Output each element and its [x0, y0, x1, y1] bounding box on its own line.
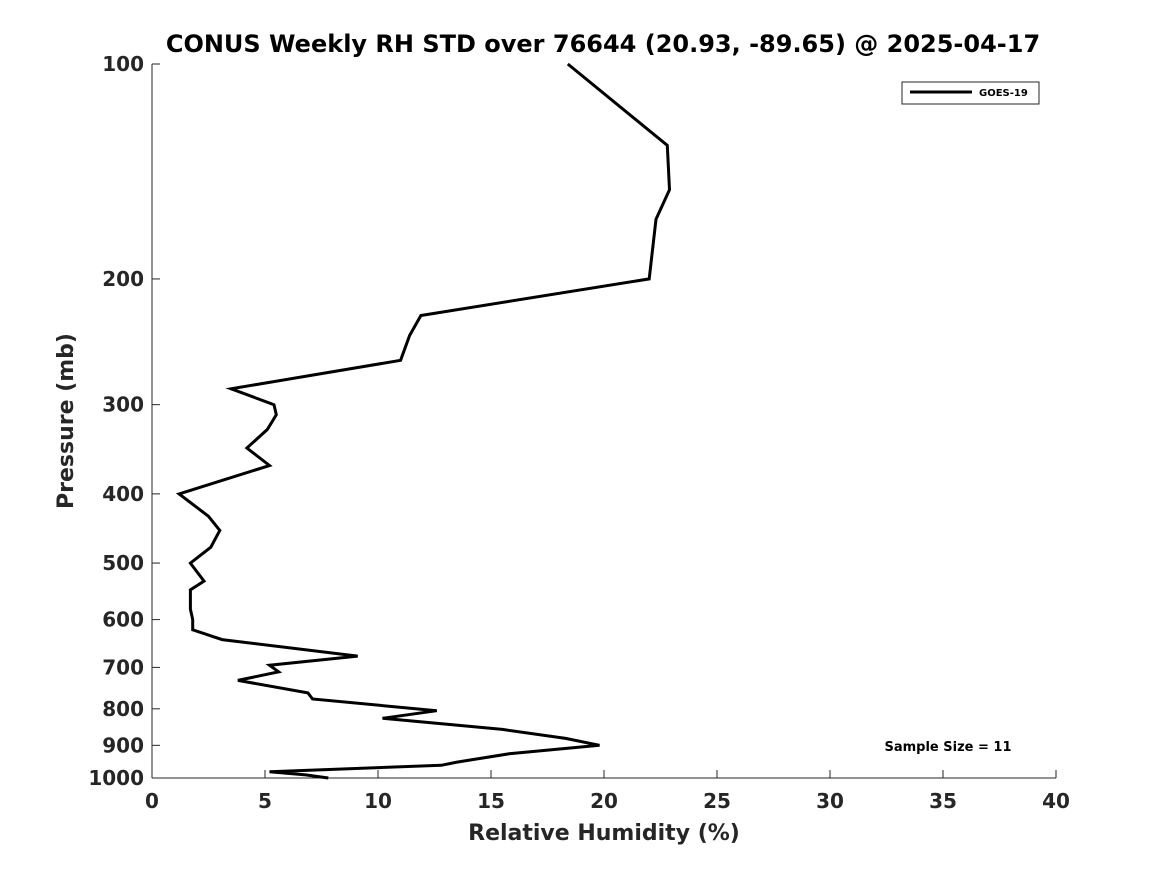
y-tick-label: 300: [102, 393, 144, 417]
sample-size-annotation: Sample Size = 11: [884, 740, 1011, 755]
x-tick-label: 10: [364, 789, 392, 813]
chart-title: CONUS Weekly RH STD over 76644 (20.93, -…: [166, 30, 1040, 58]
x-axis-label: Relative Humidity (%): [468, 821, 740, 846]
legend: GOES-19: [901, 81, 1040, 105]
y-tick-label: 700: [102, 655, 144, 679]
x-tick-label: 40: [1042, 789, 1070, 813]
y-tick-label: 900: [102, 733, 144, 757]
y-tick-label: 100: [102, 52, 144, 76]
x-tick-label: 5: [258, 789, 272, 813]
x-tick-label: 30: [816, 789, 844, 813]
y-tick-label: 200: [102, 267, 144, 291]
x-ticks: 0 5 10 15 20 25 30 35 40: [145, 770, 1070, 813]
x-tick-label: 15: [477, 789, 505, 813]
y-axis-label: Pressure (mb): [54, 333, 79, 509]
y-tick-label: 500: [102, 551, 144, 575]
y-tick-label: 400: [102, 482, 144, 506]
series-line-goes-19: [175, 62, 672, 780]
y-ticks: 100 200 300 400 500 600 700 800 900 1000: [88, 52, 160, 790]
x-tick-label: 25: [703, 789, 731, 813]
series-layer: [175, 62, 672, 780]
y-tick-label: 600: [102, 608, 144, 632]
x-tick-label: 20: [590, 789, 618, 813]
x-tick-label: 35: [929, 789, 957, 813]
legend-label-goes-19: GOES-19: [979, 88, 1028, 99]
y-tick-label: 1000: [88, 766, 144, 790]
y-tick-label: 800: [102, 697, 144, 721]
x-tick-label: 0: [145, 789, 159, 813]
